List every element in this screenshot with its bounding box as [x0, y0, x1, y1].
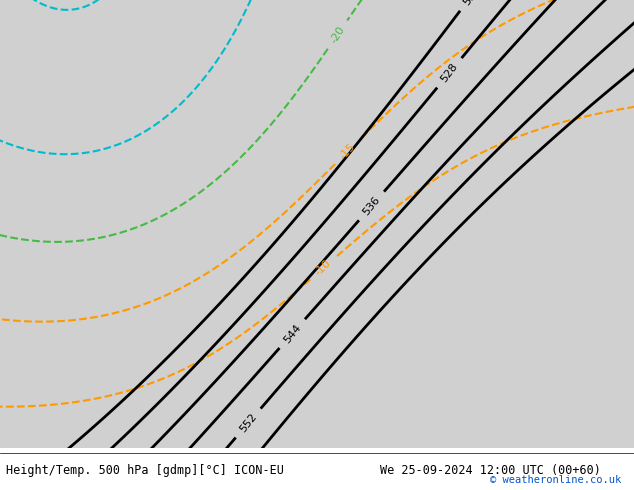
- Text: 536: 536: [361, 195, 382, 217]
- Text: 528: 528: [439, 61, 460, 84]
- Text: We 25-09-2024 12:00 UTC (00+60): We 25-09-2024 12:00 UTC (00+60): [380, 464, 601, 477]
- Text: © weatheronline.co.uk: © weatheronline.co.uk: [490, 475, 621, 485]
- Text: 544: 544: [281, 322, 303, 345]
- Text: 520: 520: [462, 0, 482, 7]
- Text: -10: -10: [313, 258, 333, 278]
- Text: -15: -15: [338, 142, 357, 162]
- Text: 560: 560: [221, 475, 242, 490]
- Text: Height/Temp. 500 hPa [gdmp][°C] ICON-EU: Height/Temp. 500 hPa [gdmp][°C] ICON-EU: [6, 464, 284, 477]
- Text: 552: 552: [238, 412, 259, 435]
- Text: -20: -20: [328, 24, 347, 45]
